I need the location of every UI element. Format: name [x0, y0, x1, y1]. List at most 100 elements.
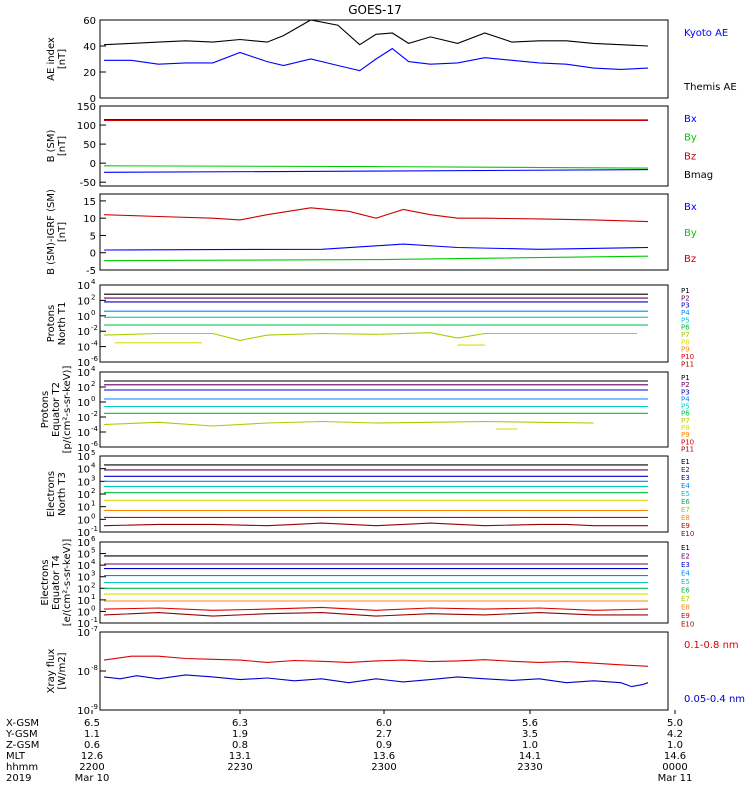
- xtick-label-ygsm: 1.9: [232, 729, 248, 740]
- ytick-label: 10: [77, 538, 90, 549]
- ytick-exponent: -2: [91, 410, 98, 418]
- ytick-exponent: 2: [91, 380, 95, 388]
- xtick-label-ygsm: 4.2: [667, 729, 683, 740]
- xaxis-row-label: MLT: [6, 751, 26, 762]
- ytick-label: 10: [77, 327, 90, 338]
- ytick-exponent: -4: [91, 425, 99, 433]
- channel-legend-label: P8: [681, 424, 690, 432]
- panel-2: -50 0 50 100 150 B (SM) [nT] Bx By Bz Bmag: [46, 102, 713, 189]
- xtick-label-xgsm: 6.0: [376, 718, 392, 729]
- ytick-label: 10: [77, 515, 90, 526]
- channel-legend-label: P2: [681, 381, 690, 389]
- ytick-label: 10: [77, 667, 90, 678]
- series-line-e9: [103, 606, 649, 611]
- channel-legend-label: E10: [681, 621, 694, 629]
- xaxis-row-label: 2019: [6, 773, 31, 784]
- xtick-label-hhmm: 2200: [79, 762, 104, 773]
- ytick-label: 5: [90, 231, 96, 242]
- legend-label: 0.1-0.8 nm: [684, 640, 739, 651]
- channel-legend-label: P11: [681, 360, 694, 368]
- ytick-label: 0: [90, 249, 96, 260]
- ytick-label: 10: [77, 503, 90, 514]
- ylabel-line: Equator T4: [51, 555, 62, 610]
- panel-frame: [99, 193, 669, 271]
- ytick-label: 150: [77, 102, 96, 113]
- ytick-exponent: 2: [91, 581, 95, 589]
- channel-legend-label: E7: [681, 506, 690, 514]
- ytick-label: 10: [77, 706, 90, 717]
- xtick-label-ygsm: 1.1: [84, 729, 100, 740]
- series-line-p7: [103, 420, 594, 427]
- channel-legend-label: P3: [681, 388, 690, 396]
- ytick-label: 10: [77, 561, 90, 572]
- xaxis-row-label: hhmm: [6, 762, 38, 773]
- ytick-label: 10: [77, 296, 90, 307]
- legend-label: Bz: [684, 254, 696, 265]
- ytick-label: 10: [77, 428, 90, 439]
- ytick-exponent: -4: [91, 340, 99, 348]
- ylabel-line: Protons: [46, 305, 57, 342]
- xaxis-row-label: Z-GSM: [6, 740, 39, 751]
- channel-legend-label: P6: [681, 324, 690, 332]
- channel-legend-label: E3: [681, 474, 690, 482]
- ylabel-line: B (SM): [46, 129, 57, 162]
- channel-legend-label: P4: [681, 395, 690, 403]
- ylabel-line: [W/m2]: [57, 652, 68, 689]
- ytick-label: -50: [80, 178, 96, 189]
- channel-legend-label: E10: [681, 530, 694, 538]
- xtick-label-mlt: 13.6: [373, 751, 395, 762]
- ytick-label: 10: [77, 477, 90, 488]
- ytick-exponent: 2: [91, 293, 95, 301]
- series-line-p7: [103, 332, 638, 341]
- ytick-label: 10: [77, 443, 90, 454]
- channel-legend-label: E6: [681, 498, 690, 506]
- legend-label: Kyoto AE: [684, 28, 728, 39]
- ytick-exponent: 1: [91, 593, 95, 601]
- xtick-label-hhmm: 2230: [227, 762, 252, 773]
- ytick-exponent: 3: [91, 570, 95, 578]
- xtick-label-zgsm: 0.8: [232, 740, 248, 751]
- ylabel-line: [nT]: [57, 222, 68, 242]
- ytick-label: 10: [77, 312, 90, 323]
- ytick-label: 10: [77, 573, 90, 584]
- ytick-label: 40: [83, 42, 96, 53]
- series-line-kyoto-ae: [103, 19, 649, 47]
- ytick-label: 10: [77, 413, 90, 424]
- xtick-label-hhmm: 2300: [371, 762, 396, 773]
- ytick-label: 10: [77, 619, 90, 630]
- ylabel-line: AE index: [46, 37, 57, 81]
- ylabel-line: Equator T2: [51, 382, 62, 437]
- ytick-exponent: 6: [91, 535, 96, 543]
- xtick-label-zgsm: 0.9: [376, 740, 392, 751]
- xtick-label-zgsm: 0.6: [84, 740, 100, 751]
- ytick-label: 10: [77, 465, 90, 476]
- ytick-exponent: -8: [91, 664, 98, 672]
- series-line-bx: [103, 169, 649, 173]
- ytick-label: 0: [90, 159, 96, 170]
- series-line-themis-ae: [104, 47, 649, 72]
- ytick-label: 10: [77, 343, 90, 354]
- panel-1: 0 20 40 60 AE index [nT] Kyoto AE Themis AE: [46, 16, 737, 105]
- ytick-label: 10: [77, 584, 90, 595]
- ytick-exponent: -6: [91, 440, 99, 448]
- channel-legend-label: P7: [681, 331, 690, 339]
- channel-legend-label: E6: [681, 587, 690, 595]
- series-line-bx: [103, 243, 649, 251]
- ytick-label: 10: [77, 596, 90, 607]
- ytick-label: 10: [77, 528, 90, 539]
- channel-legend-label: P9: [681, 346, 690, 354]
- ytick-exponent: -9: [91, 703, 98, 711]
- channel-legend-label: E3: [681, 561, 690, 569]
- ytick-exponent: 5: [91, 449, 95, 457]
- ytick-label: 10: [77, 281, 90, 292]
- ytick-label: 20: [83, 68, 96, 79]
- channel-legend-label: P1: [681, 287, 690, 295]
- channel-legend-label: E9: [681, 612, 690, 620]
- ylabel-line: [nT]: [57, 136, 68, 156]
- xtick-label-zgsm: 1.0: [667, 740, 683, 751]
- panel-3: -5 0 5 10 15 B (SM)-IGRF (SM) [nT] Bx By Bz: [46, 189, 697, 277]
